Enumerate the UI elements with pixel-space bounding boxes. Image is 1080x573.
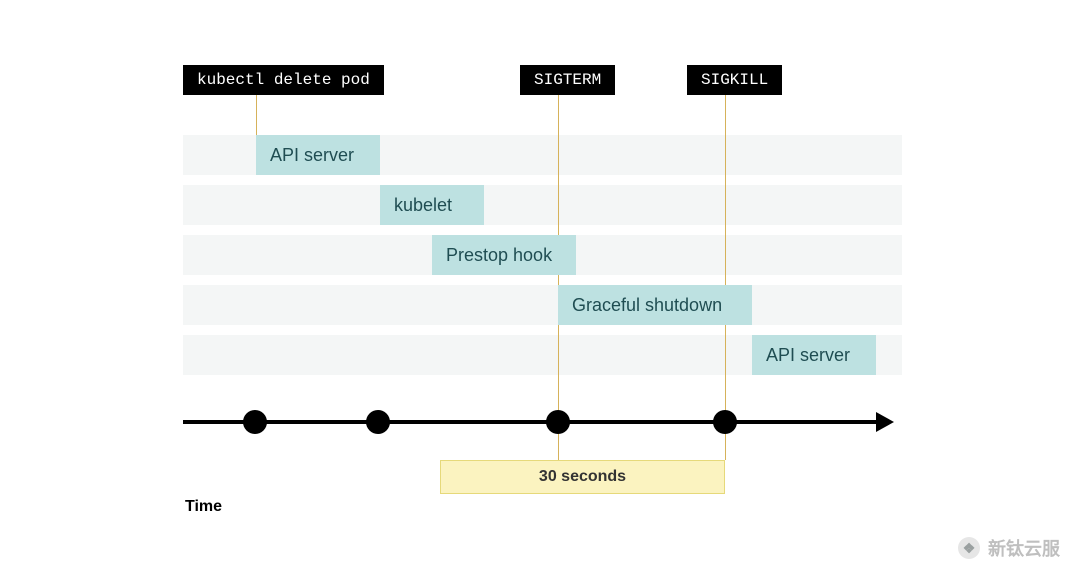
- timeline-dot-2: [546, 410, 570, 434]
- phase-api-server-1: API server: [256, 135, 380, 175]
- duration-box: 30 seconds: [440, 460, 725, 494]
- timeline-axis: [183, 420, 880, 424]
- phase-graceful-shutdown: Graceful shutdown: [558, 285, 752, 325]
- row-bg-1: [183, 185, 902, 225]
- timeline-dot-3: [713, 410, 737, 434]
- phase-prestop-hook: Prestop hook: [432, 235, 576, 275]
- label-sigkill: SIGKILL: [687, 65, 782, 95]
- time-axis-label: Time: [185, 498, 222, 516]
- timeline-arrowhead-icon: [876, 412, 894, 432]
- watermark-icon: ❖: [958, 537, 980, 559]
- label-command: kubectl delete pod: [183, 65, 384, 95]
- watermark: ❖ 新钛云服: [958, 535, 1060, 561]
- label-sigterm: SIGTERM: [520, 65, 615, 95]
- row-bg-3: [183, 285, 902, 325]
- watermark-text: 新钛云服: [988, 535, 1060, 561]
- vline-command: [256, 93, 257, 135]
- timeline-dot-0: [243, 410, 267, 434]
- diagram-canvas: kubectl delete pod SIGTERM SIGKILL API s…: [0, 0, 1080, 573]
- timeline-dot-1: [366, 410, 390, 434]
- phase-kubelet: kubelet: [380, 185, 484, 225]
- vline-sigkill: [725, 93, 726, 460]
- phase-api-server-2: API server: [752, 335, 876, 375]
- vline-sigterm: [558, 93, 559, 460]
